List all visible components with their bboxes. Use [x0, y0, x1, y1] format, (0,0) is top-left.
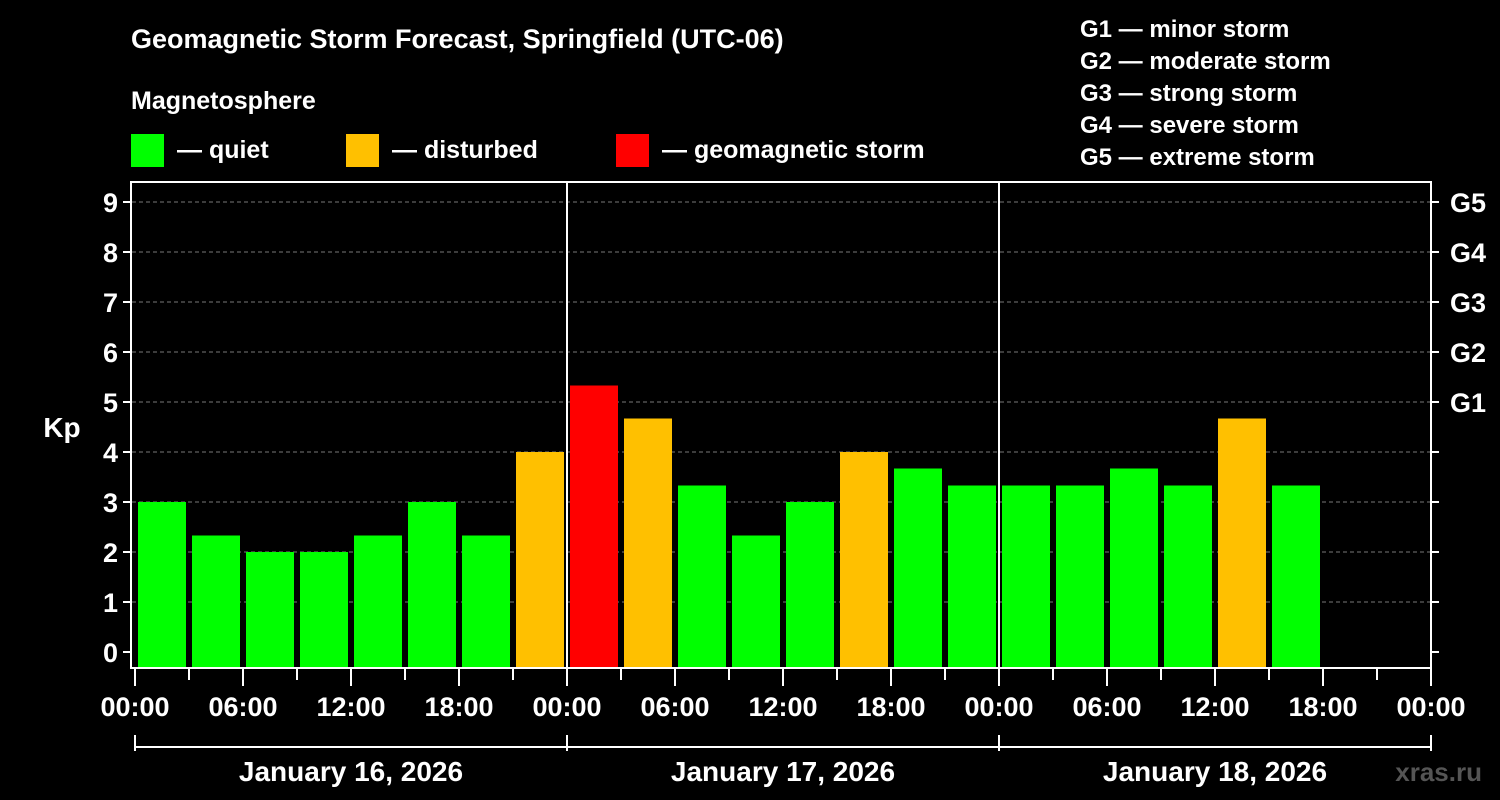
kp-bar [894, 468, 942, 667]
g-level-label: G4 [1450, 238, 1486, 268]
legend-swatch-disturbed [346, 134, 379, 167]
x-tick-label: 00:00 [100, 692, 169, 722]
x-tick-label: 18:00 [424, 692, 493, 722]
x-tick-label: 12:00 [1180, 692, 1249, 722]
g-scale-list: G1 — minor storm G2 — moderate storm G3 — … [1080, 16, 1331, 171]
kp-bar [408, 502, 456, 667]
g-scale-item: G2 — moderate storm [1080, 48, 1331, 75]
g-scale-item: G4 — severe storm [1080, 112, 1299, 139]
kp-bar [246, 552, 294, 667]
y-tick-label: 0 [103, 638, 118, 668]
x-tick-label: 12:00 [316, 692, 385, 722]
kp-bar [732, 535, 780, 667]
y-tick-label: 1 [103, 588, 118, 618]
legend-label-disturbed: — disturbed [392, 136, 538, 164]
x-tick-label: 06:00 [1072, 692, 1141, 722]
kp-bar [1110, 468, 1158, 667]
legend-label-storm: — geomagnetic storm [662, 136, 925, 164]
y-tick-label: 6 [103, 338, 118, 368]
kp-bar [1056, 485, 1104, 667]
y-tick-label: 8 [103, 238, 118, 268]
g-level-label: G3 [1450, 288, 1486, 318]
kp-bar [948, 485, 996, 667]
kp-bar [354, 535, 402, 667]
x-tick-label: 00:00 [532, 692, 601, 722]
kp-bar [300, 552, 348, 667]
x-tick-label: 06:00 [208, 692, 277, 722]
kp-bar [786, 502, 834, 667]
y-tick-label: 9 [103, 188, 118, 218]
y-tick-label: 3 [103, 488, 118, 518]
kp-bar [678, 485, 726, 667]
kp-bar [570, 385, 618, 667]
watermark: xras.ru [1395, 757, 1482, 787]
y-tick-label: 5 [103, 388, 118, 418]
kp-bar [1002, 485, 1050, 667]
plot-area: 0 1 2 3 4 5 6 7 8 9 G1 G2 G3 G4 G5 00:00 06:00 12:00 18:00… [100, 181, 1486, 787]
legend-heading: Magnetosphere [131, 87, 316, 115]
y-axis-label: Kp [43, 412, 80, 443]
g-scale-item: G1 — minor storm [1080, 16, 1289, 43]
y-tick-label: 4 [103, 438, 118, 468]
kp-bar [138, 502, 186, 667]
day-label: January 18, 2026 [1103, 756, 1327, 787]
x-tick-label: 18:00 [856, 692, 925, 722]
x-tick-label: 00:00 [1396, 692, 1465, 722]
legend: — quiet — disturbed — geomagnetic storm [131, 134, 925, 167]
x-tick-label: 00:00 [964, 692, 1033, 722]
day-label: January 16, 2026 [239, 756, 463, 787]
kp-bar [624, 418, 672, 667]
kp-bar [462, 535, 510, 667]
legend-swatch-storm [616, 134, 649, 167]
chart-title: Geomagnetic Storm Forecast, Springfield … [131, 24, 784, 54]
g-level-label: G1 [1450, 388, 1486, 418]
kp-bar [840, 452, 888, 667]
x-tick-label: 12:00 [748, 692, 817, 722]
kp-bar [1272, 485, 1320, 667]
kp-bar [1164, 485, 1212, 667]
day-label: January 17, 2026 [671, 756, 895, 787]
g-level-label: G2 [1450, 338, 1486, 368]
y-tick-label: 2 [103, 538, 118, 568]
g-scale-item: G3 — strong storm [1080, 80, 1297, 107]
g-scale-item: G5 — extreme storm [1080, 144, 1315, 171]
x-tick-label: 06:00 [640, 692, 709, 722]
x-tick-label: 18:00 [1288, 692, 1357, 722]
kp-bar [1218, 418, 1266, 667]
legend-swatch-quiet [131, 134, 164, 167]
plot-frame [130, 181, 1432, 669]
legend-label-quiet: — quiet [177, 136, 269, 164]
y-tick-label: 7 [103, 288, 118, 318]
kp-bar [516, 452, 564, 667]
kp-bar [192, 535, 240, 667]
g-level-label: G5 [1450, 188, 1486, 218]
